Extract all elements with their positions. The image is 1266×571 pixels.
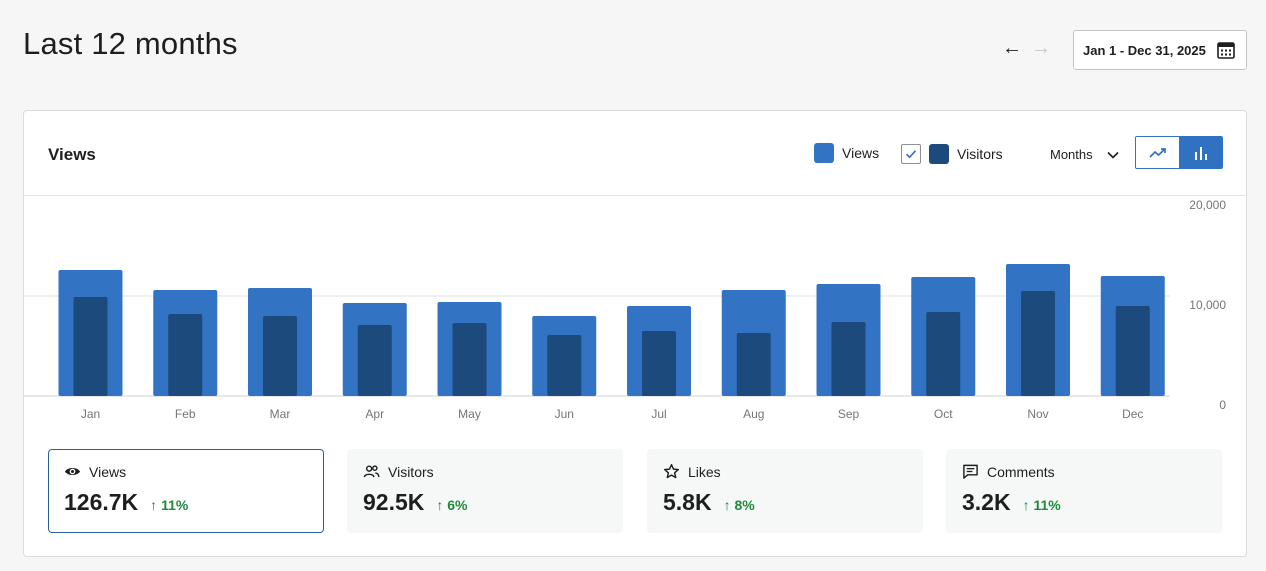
people-icon	[363, 465, 380, 478]
stat-label: Views	[89, 463, 127, 480]
stat-value: 126.7K	[64, 489, 139, 515]
stat-change-value: 6%	[447, 497, 468, 513]
stat-likes[interactable]: Likes 5.8K ↑ 8%	[647, 449, 923, 533]
stat-label: Comments	[987, 463, 1055, 480]
legend-visitors-label: Visitors	[957, 146, 1003, 162]
stat-comments[interactable]: Comments 3.2K ↑ 11%	[946, 449, 1222, 533]
legend-views-label: Views	[842, 145, 880, 161]
period-select-value: Months	[1050, 147, 1093, 162]
chevron-down-icon	[1107, 151, 1119, 159]
page-title: Last 12 months	[23, 26, 238, 61]
x-tick-label: Jun	[555, 407, 574, 421]
arrow-left-icon[interactable]: ←	[1002, 37, 1022, 59]
legend-views-swatch	[814, 143, 834, 163]
x-tick-label: Jul	[651, 407, 666, 421]
stat-value: 5.8K	[663, 489, 712, 515]
y-tick-label: 10,000	[1189, 298, 1226, 312]
visitors-checkbox[interactable]	[901, 144, 921, 164]
visitors-bar	[642, 331, 676, 396]
x-tick-label: Nov	[1027, 407, 1048, 421]
stat-label: Likes	[688, 463, 721, 480]
visitors-bar	[357, 325, 392, 396]
date-range-label: Jan 1 - Dec 31, 2025	[1083, 42, 1206, 58]
legend-visitors: Visitors	[901, 144, 1003, 164]
visitors-bar	[926, 312, 961, 396]
stat-change-value: 11%	[1033, 497, 1061, 513]
eye-icon	[64, 467, 81, 476]
views-card: Views Views Visitors Months	[23, 110, 1247, 557]
x-tick-label: Sep	[838, 407, 860, 421]
legend-visitors-swatch	[929, 144, 949, 164]
x-tick-label: Feb	[175, 407, 196, 421]
x-tick-label: Oct	[934, 407, 953, 421]
stat-visitors[interactable]: Visitors 92.5K ↑ 6%	[347, 449, 623, 533]
visitors-bar	[263, 316, 297, 396]
stat-label: Visitors	[388, 463, 434, 480]
stat-change: ↑ 6%	[436, 497, 468, 513]
trend-line-icon	[1148, 147, 1166, 158]
stat-views[interactable]: Views 126.7K ↑ 11%	[48, 449, 324, 533]
visitors-bar	[547, 335, 582, 396]
visitors-bar	[736, 333, 771, 396]
period-select[interactable]: Months	[1050, 147, 1119, 162]
stats-row: Views 126.7K ↑ 11% Visitors 92.5K ↑ 6%	[48, 449, 1224, 533]
y-tick-label: 20,000	[1189, 198, 1226, 212]
visitors-bar	[168, 314, 203, 396]
stat-value: 3.2K	[962, 489, 1011, 515]
x-tick-label: Mar	[270, 407, 291, 421]
bar-chart-icon	[1194, 146, 1207, 160]
visitors-bar	[73, 297, 108, 396]
visitors-bar	[1115, 306, 1150, 396]
stat-change-value: 8%	[734, 497, 755, 513]
visitors-bar	[831, 322, 866, 396]
views-bar-chart: 20,000 10,000 0 Jan Feb Mar Apr May Jun Jul Aug Sep…	[24, 198, 1226, 421]
stat-change: ↑ 8%	[723, 497, 755, 513]
visitors-bar	[452, 323, 487, 396]
card-divider	[24, 195, 1246, 196]
bar-chart-button[interactable]	[1179, 137, 1222, 168]
calendar-icon	[1217, 42, 1235, 59]
legend-views: Views	[814, 143, 879, 163]
stat-change-value: 11%	[161, 497, 189, 513]
x-tick-label: Apr	[365, 407, 384, 421]
comment-icon	[963, 464, 978, 479]
x-tick-label: Jan	[81, 407, 100, 421]
x-tick-label: Dec	[1122, 407, 1143, 421]
chart-type-toggle	[1135, 136, 1223, 169]
line-chart-button[interactable]	[1136, 137, 1179, 168]
x-tick-label: May	[458, 407, 481, 421]
check-icon	[905, 150, 917, 159]
card-title: Views	[48, 145, 96, 164]
y-tick-label: 0	[1219, 398, 1226, 412]
stat-change: ↑ 11%	[150, 497, 189, 513]
x-tick-label: Aug	[743, 407, 764, 421]
stat-value: 92.5K	[363, 489, 425, 515]
star-icon	[663, 463, 680, 479]
arrow-right-icon[interactable]: →	[1031, 37, 1051, 59]
date-range-picker[interactable]: Jan 1 - Dec 31, 2025	[1073, 30, 1247, 70]
visitors-bar	[1021, 291, 1055, 396]
stat-change: ↑ 11%	[1022, 497, 1061, 513]
